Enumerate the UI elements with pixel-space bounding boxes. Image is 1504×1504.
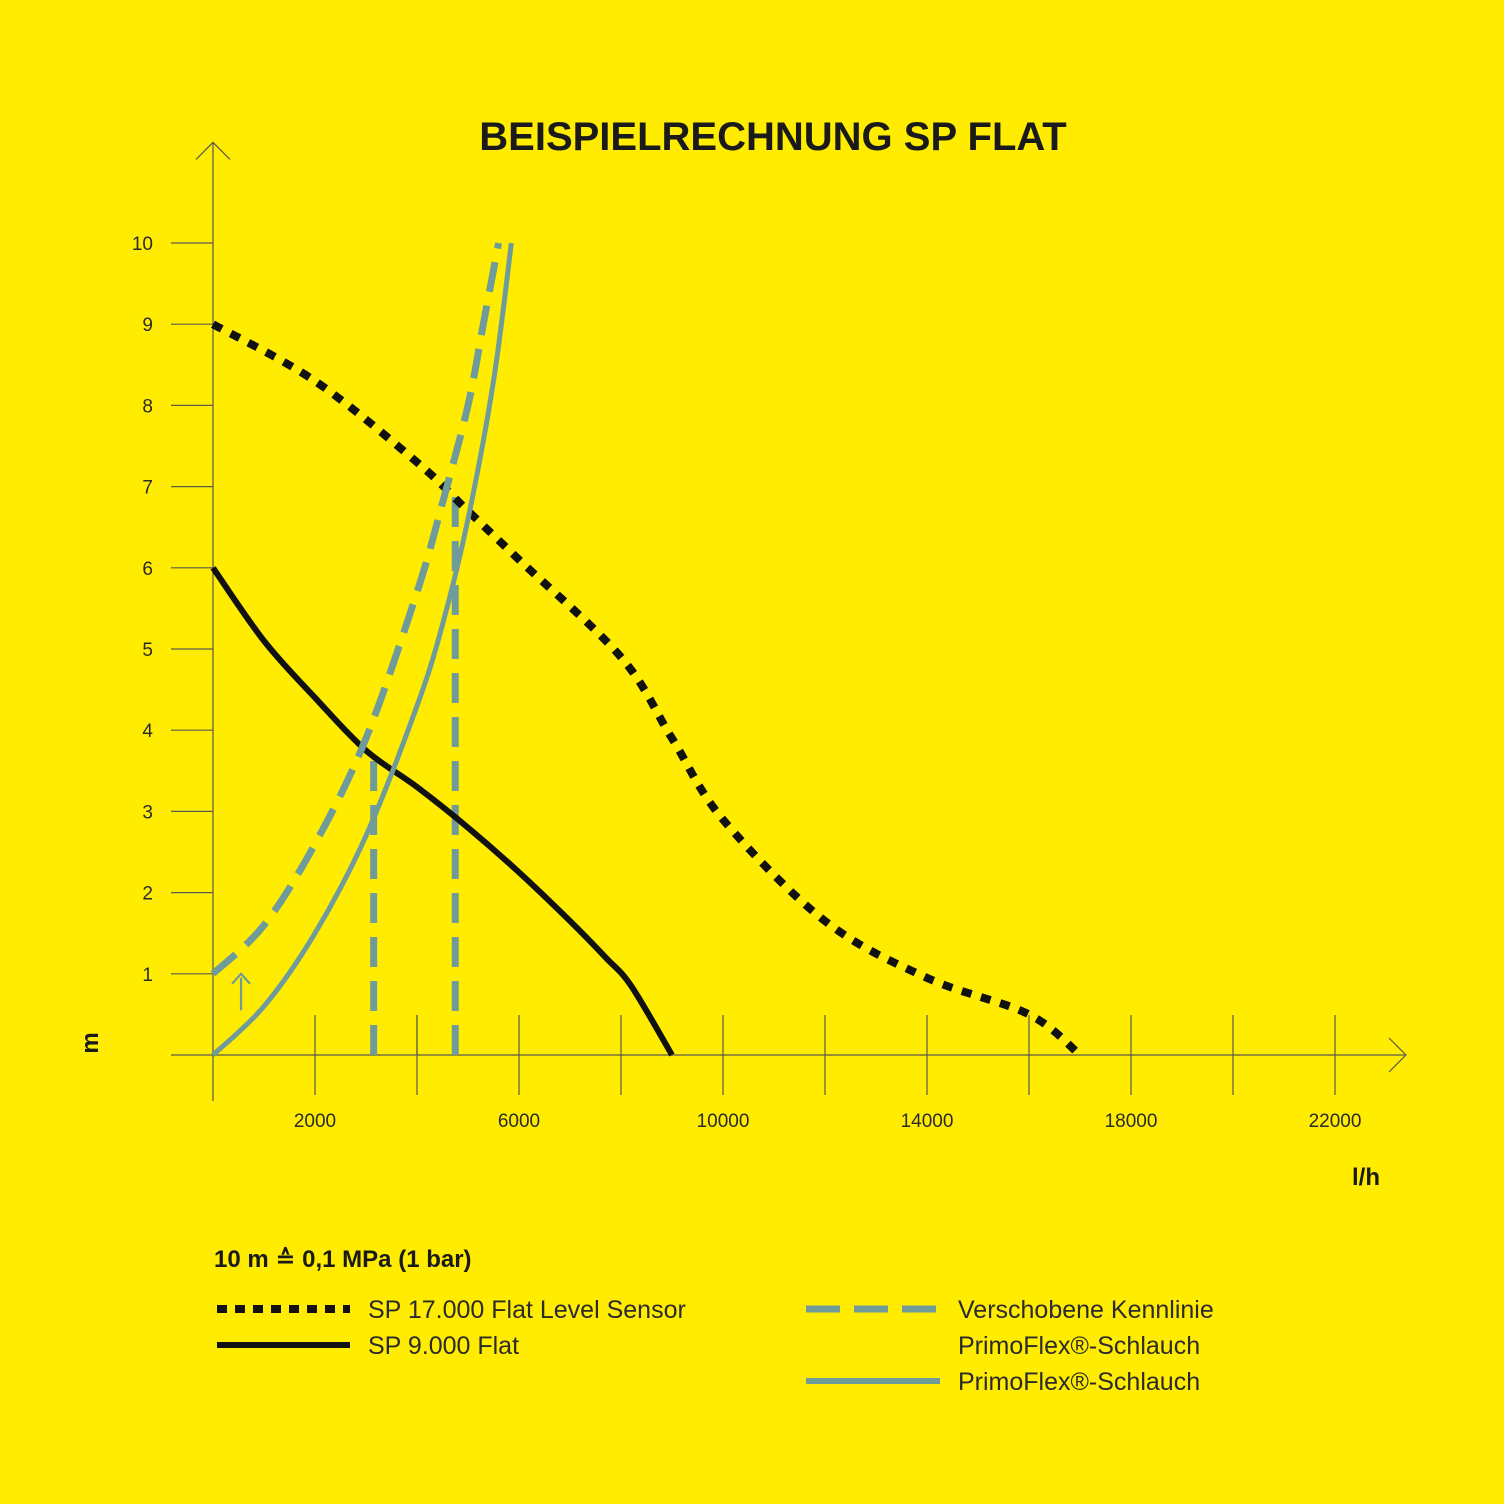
x-tick-label: 6000 [498,1111,540,1132]
y-tick-label: 2 [142,884,153,905]
guide-lines [370,494,459,1055]
legend-label-0: SP 17.000 Flat Level Sensor [368,1296,686,1324]
legend-label-2-line2: PrimoFlex®-Schlauch [958,1332,1200,1360]
legend: SP 17.000 Flat Level Sensor SP 9.000 Flat… [217,1296,1214,1396]
y-tick-label: 5 [142,640,153,661]
unit-note: 10 m ≙ 0,1 MPa (1 bar) [214,1246,472,1273]
series-line-1 [210,566,675,1057]
y-tick-label: 10 [132,234,153,255]
y-tick-label: 9 [142,315,153,336]
chart-title: BEISPIELRECHNUNG SP FLAT [479,115,1066,159]
up-arrow-head [231,972,251,985]
y-tick-label: 4 [142,721,153,742]
x-tick-label: 22000 [1309,1111,1362,1132]
series-line-2 [210,242,503,977]
legend-label-1: SP 9.000 Flat [368,1332,519,1360]
axes: 1 2 3 4 5 6 7 8 9 10 2000 6000 10000 14000 18000 22000 [132,141,1407,1132]
y-tick-label: 8 [142,396,153,417]
y-tick-label: 6 [142,559,153,580]
series-line-0 [211,320,1083,1059]
y-tick-label: 3 [142,802,153,823]
x-tick-label: 18000 [1105,1111,1158,1132]
y-tick-label: 7 [142,478,153,499]
y-tick-label: 1 [142,965,153,986]
series-line-3 [211,242,514,1057]
x-tick-label: 14000 [901,1111,954,1132]
series-lines [210,242,1083,1059]
legend-label-2: Verschobene Kennlinie [958,1296,1214,1324]
offset-marker [231,972,251,1011]
y-axis-label: m [77,1032,104,1053]
x-tick-label: 2000 [294,1111,336,1132]
x-axis-arrow [1388,1037,1407,1073]
y-axis-arrow [195,141,231,160]
x-tick-label: 10000 [697,1111,750,1132]
x-axis-label: l/h [1352,1164,1380,1191]
legend-label-3: PrimoFlex®-Schlauch [958,1368,1200,1396]
